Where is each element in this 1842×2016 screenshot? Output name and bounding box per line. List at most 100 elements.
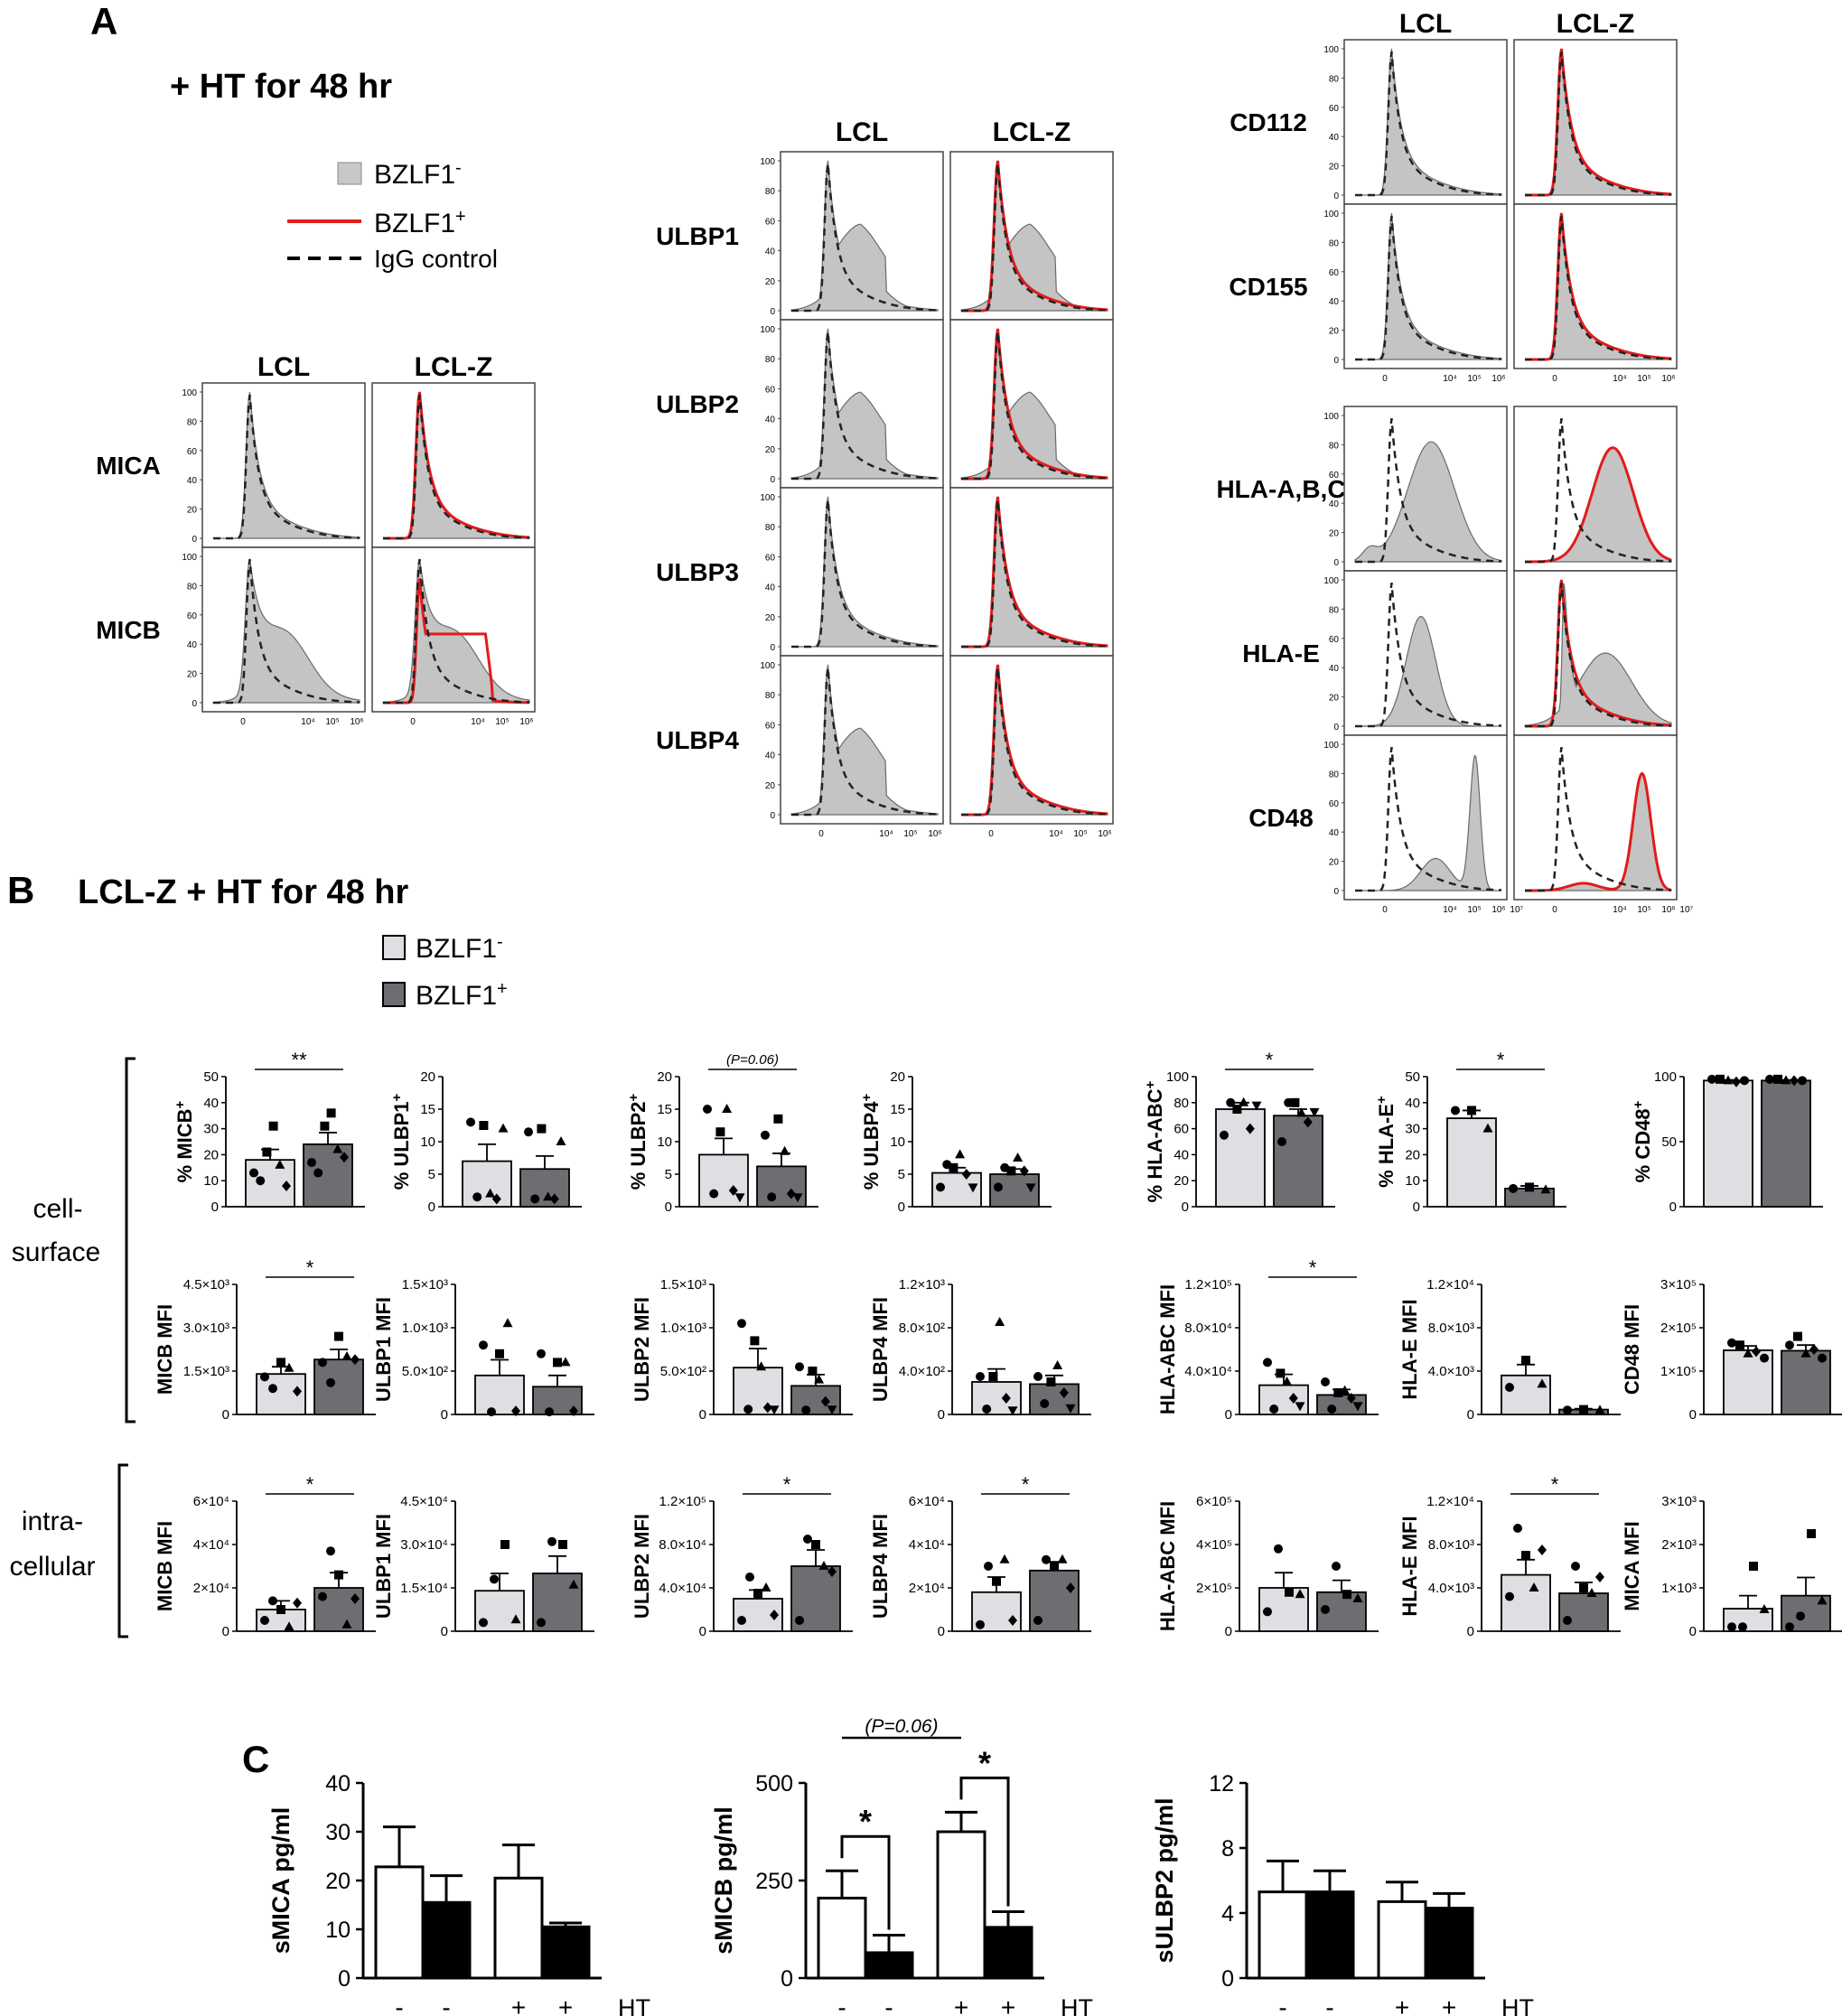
y-tick-label: 8.0×10⁴ [1184, 1321, 1232, 1336]
bar-bzlf1-neg [1446, 1117, 1497, 1208]
data-point [1269, 1405, 1279, 1414]
x-ticks-lclz: 0 10⁴ 10⁵ 10⁶ [1552, 374, 1675, 384]
hist-lclz-ulbp2-bzlf1-pos-line [961, 328, 1108, 481]
y-axis-label: % ULBP4+ [859, 1093, 884, 1190]
y-tick-label: 60 [765, 721, 776, 731]
y-tick-label: 60 [187, 447, 198, 457]
y-tick-label: 1.2×10⁴ [1426, 1494, 1474, 1509]
y-tick-label: 20 [890, 1069, 905, 1085]
data-point [827, 1405, 837, 1415]
data-point [1033, 1616, 1043, 1625]
data-point [1295, 1402, 1305, 1412]
row-label-cd48: CD48 [1248, 804, 1314, 832]
y-tick-label: 3×10⁵ [1660, 1277, 1697, 1293]
y-tick-label: 20 [187, 506, 198, 516]
data-point [334, 1570, 343, 1580]
data-point [1800, 1348, 1811, 1358]
y-axis-label: sULBP2 pg/ml [1151, 1797, 1178, 1963]
data-point [537, 1618, 546, 1628]
row-label-cd112: CD112 [1230, 108, 1307, 136]
data-point [761, 1130, 770, 1140]
x-tick-label: 10⁷ [1679, 905, 1693, 915]
y-tick-label: 4×10⁴ [193, 1537, 229, 1553]
data-point [1785, 1622, 1794, 1632]
y-tick-label: 40 [765, 583, 776, 593]
y-tick-label: 0 [770, 811, 775, 821]
data-point [1538, 1545, 1547, 1555]
hist-lclz-cd48 [1513, 734, 1678, 901]
y-tick-label: 60 [1329, 268, 1340, 278]
y-tick-label: 1.0×10³ [402, 1321, 448, 1336]
y-tick-label: 1.2×10⁵ [1184, 1277, 1232, 1293]
y-axis-label: ULBP2 MFI [631, 1297, 653, 1402]
y-tick-label: 30 [325, 1820, 351, 1845]
data-point [1798, 1076, 1807, 1086]
ht-sign: + [558, 1993, 573, 2016]
chart-b_mfi_ulbp4: 0 4.0×10² 8.0×10² 1.2×10³ ULBP4 MFI [869, 1277, 1091, 1423]
y-axis-label: ULBP2 MFI [631, 1514, 653, 1619]
data-point [1727, 1338, 1736, 1348]
y-tick-label: 60 [1329, 799, 1340, 809]
y-tick-label: 40 [1329, 133, 1340, 143]
data-point [769, 1405, 780, 1415]
chart-b_mfi_cd48: 0 1×10⁵ 2×10⁵ 3×10⁵ CD48 MFI [1621, 1277, 1842, 1423]
data-point [1509, 1183, 1518, 1193]
data-point [1727, 1622, 1736, 1632]
data-point [260, 1372, 269, 1382]
y-tick-label: 2×10⁴ [909, 1581, 945, 1596]
data-point [320, 1121, 330, 1131]
hist-lclz-hlae-bzlf1-neg-area [1524, 583, 1672, 727]
y-tick-label: 5 [428, 1167, 435, 1182]
hist-lcl-cd48-bzlf1-neg-area [1355, 754, 1501, 891]
data-point [1817, 1595, 1828, 1605]
hist-lcl-mica [201, 382, 366, 548]
hist-lcl-ulbp1 [780, 151, 944, 321]
row-label-ulbp3: ULBP3 [656, 558, 739, 586]
bracket-line [840, 1834, 891, 1930]
hist-lcl-micb [201, 546, 366, 713]
data-point [256, 1176, 266, 1186]
y-tick-label: 0 [781, 1966, 793, 1992]
x-ticks-lcl: 0 10⁴ 10⁵ 10⁶ [818, 829, 941, 839]
y-tick-label: 20 [1329, 694, 1340, 704]
hist-lclz-cd112 [1513, 39, 1678, 205]
hist-lcl-hlae-igg-line [1355, 583, 1501, 728]
data-point [530, 1194, 540, 1204]
ht-label: HT [618, 1994, 650, 2016]
data-point [1321, 1605, 1330, 1614]
intracellular-label-2: cellular [9, 1552, 95, 1582]
chart-b_ic_ulbp1: 0 1.5×10⁴ 3.0×10⁴ 4.5×10⁴ ULBP1 MFI [372, 1494, 594, 1639]
data-point [284, 1362, 295, 1372]
data-point [767, 1192, 777, 1202]
y-tick-label: 3.0×10⁴ [400, 1537, 448, 1553]
data-point [1513, 1524, 1522, 1533]
data-point [1001, 1393, 1011, 1404]
data-point [827, 1566, 837, 1577]
y-tick-label: 2×10⁵ [1660, 1321, 1697, 1336]
data-point [341, 1351, 352, 1360]
cell-surface-bracket [125, 1057, 136, 1423]
y-tick-label: 100 [760, 157, 775, 167]
data-point [709, 1189, 719, 1199]
y-tick-label: 0 [192, 699, 197, 709]
data-point [1263, 1607, 1272, 1617]
y-tick-label: 5 [665, 1167, 672, 1182]
ht-sign: + [954, 1993, 968, 2016]
y-tick-label: 250 [755, 1869, 793, 1894]
hist-lclz-cd155-bzlf1-pos-line [1525, 212, 1671, 361]
intracellular-bracket [117, 1463, 128, 1638]
chart-b_pct_cd48: 0 50 100 % CD48+ [1631, 1069, 1823, 1215]
bar-bzlf1-pos [1273, 1115, 1323, 1208]
hist-lcl-hlaabc [1343, 406, 1508, 572]
y-tick-label: 80 [1329, 770, 1340, 779]
y-tick-label: 2×10³ [1661, 1537, 1697, 1553]
data-point [722, 1104, 733, 1113]
y-tick-label: 0 [699, 1624, 706, 1639]
y-tick-label: 100 [1323, 576, 1339, 586]
legend-label-bzlf1-pos: BZLF1+ [374, 207, 466, 238]
x-tick-label: 0 [410, 717, 416, 727]
cell-surface-label-2: surface [12, 1237, 100, 1267]
data-point [1251, 1101, 1262, 1111]
legend-label-igg: IgG control [374, 245, 498, 273]
bar-+/+ [1424, 1907, 1474, 1980]
